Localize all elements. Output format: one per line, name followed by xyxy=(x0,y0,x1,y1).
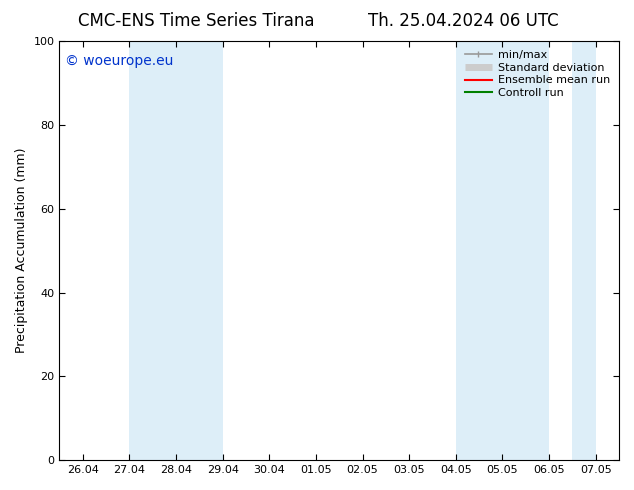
Bar xyxy=(129,41,223,460)
Legend: min/max, Standard deviation, Ensemble mean run, Controll run: min/max, Standard deviation, Ensemble me… xyxy=(461,47,614,101)
Bar xyxy=(456,41,549,460)
Bar xyxy=(573,41,596,460)
Text: © woeurope.eu: © woeurope.eu xyxy=(65,53,173,68)
Text: Th. 25.04.2024 06 UTC: Th. 25.04.2024 06 UTC xyxy=(368,12,558,30)
Y-axis label: Precipitation Accumulation (mm): Precipitation Accumulation (mm) xyxy=(15,148,28,353)
Text: CMC-ENS Time Series Tirana: CMC-ENS Time Series Tirana xyxy=(78,12,315,30)
